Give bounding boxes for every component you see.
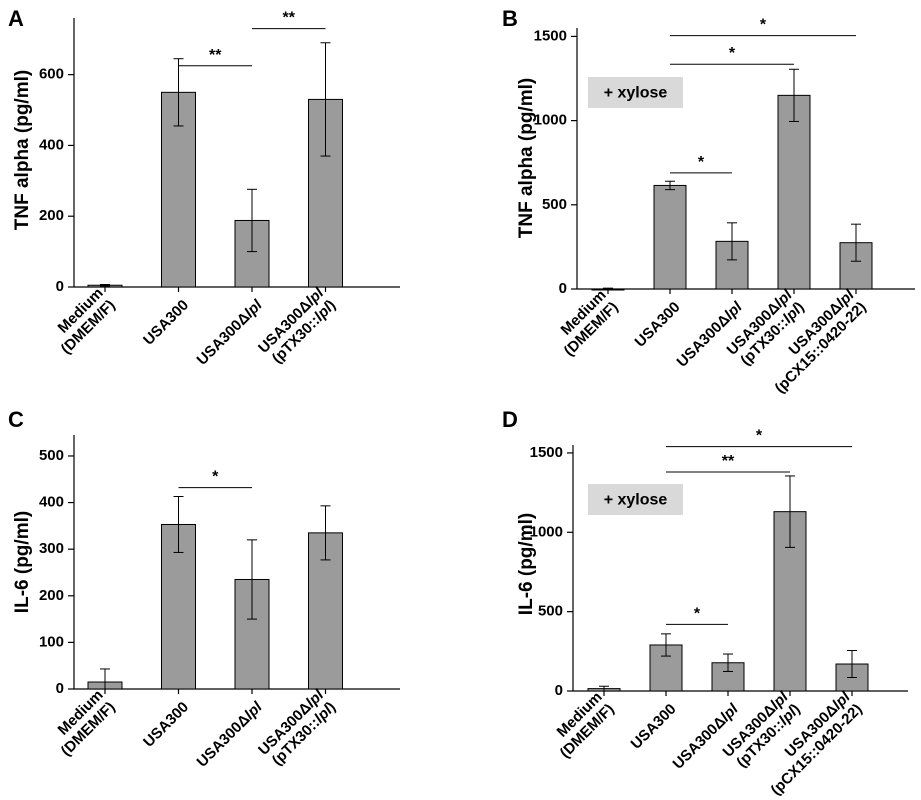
x-category-label: Medium(DMEM/F) — [545, 689, 618, 762]
y-axis-label: TNF alpha (pg/ml) — [12, 70, 33, 230]
significance-marker: * — [698, 154, 705, 171]
x-category-label: USA300Δlpl — [194, 296, 267, 369]
note-label: + xylose — [604, 85, 668, 102]
y-tick-label: 200 — [39, 587, 64, 604]
significance-marker: ** — [209, 47, 222, 64]
y-tick-label: 0 — [56, 680, 64, 697]
y-tick-label: 500 — [538, 603, 563, 620]
x-category-label: USA300Δlpl(pTX30::lpl) — [255, 284, 340, 369]
chart-panel-c: C IL-6 (pg/ml) 0 100 200 300 400 500 Medium(DMEM… — [8, 407, 400, 771]
significance-marker: ** — [283, 10, 296, 27]
y-tick-label: 400 — [39, 136, 64, 153]
significance-marker: ** — [722, 453, 735, 470]
y-axis-label: TNF alpha (pg/ml) — [516, 78, 537, 238]
y-tick-label: 200 — [39, 207, 64, 224]
x-category-label: USA300Δlpl — [194, 698, 267, 771]
x-category-label: USA300 — [140, 297, 192, 349]
x-category-label: USA300 — [632, 299, 684, 351]
y-axis-label: IL-6 (pg/ml) — [12, 511, 33, 613]
x-category-label: USA300Δlpl(pTX30::lpl) — [255, 686, 340, 771]
panel-label: A — [8, 6, 24, 31]
significance-marker: * — [756, 428, 763, 445]
chart-panel-d: D IL-6 (pg/ml) 0 500 1000 1500 Medium(DMEM/F) U… — [502, 407, 908, 799]
x-category-label: Medium(DMEM/F) — [46, 285, 119, 358]
significance-marker: * — [694, 605, 701, 622]
x-category-label: USA300 — [140, 699, 192, 751]
y-tick-label: 400 — [39, 494, 64, 511]
bar — [777, 94, 811, 290]
panel-label: D — [502, 407, 518, 432]
panel-label: C — [8, 407, 24, 432]
x-category-label: Medium(DMEM/F) — [46, 687, 119, 760]
y-tick-label: 0 — [559, 280, 567, 297]
note-box — [588, 77, 683, 108]
bar — [653, 184, 687, 290]
y-tick-label: 100 — [39, 633, 64, 650]
y-tick-label: 1500 — [534, 27, 567, 44]
y-tick-label: 500 — [39, 447, 64, 464]
y-tick-label: 300 — [39, 540, 64, 557]
x-category-label: Medium(DMEM/F) — [549, 287, 622, 360]
significance-marker: * — [212, 469, 219, 486]
x-category-label: USA300 — [628, 701, 680, 753]
y-axis-label: IL-6 (pg/ml) — [516, 513, 537, 615]
y-tick-label: 500 — [542, 196, 567, 213]
y-tick-label: 0 — [555, 682, 563, 699]
y-tick-label: 1000 — [534, 112, 567, 129]
significance-marker: * — [760, 17, 767, 34]
chart-panel-a: A TNF alpha (pg/ml) 0 200 400 600 Medium(DMEM/… — [8, 6, 400, 369]
significance-marker: * — [729, 45, 736, 62]
note-label: + xylose — [604, 492, 668, 509]
y-tick-label: 0 — [56, 278, 64, 295]
panel-label: B — [502, 6, 518, 31]
y-tick-label: 1500 — [530, 444, 563, 461]
chart-panel-b: B TNF alpha (pg/ml) 0 500 1000 1500 Medium(DME… — [502, 6, 915, 397]
y-tick-label: 1000 — [530, 523, 563, 540]
y-tick-label: 600 — [39, 66, 64, 83]
note-box — [588, 484, 683, 515]
